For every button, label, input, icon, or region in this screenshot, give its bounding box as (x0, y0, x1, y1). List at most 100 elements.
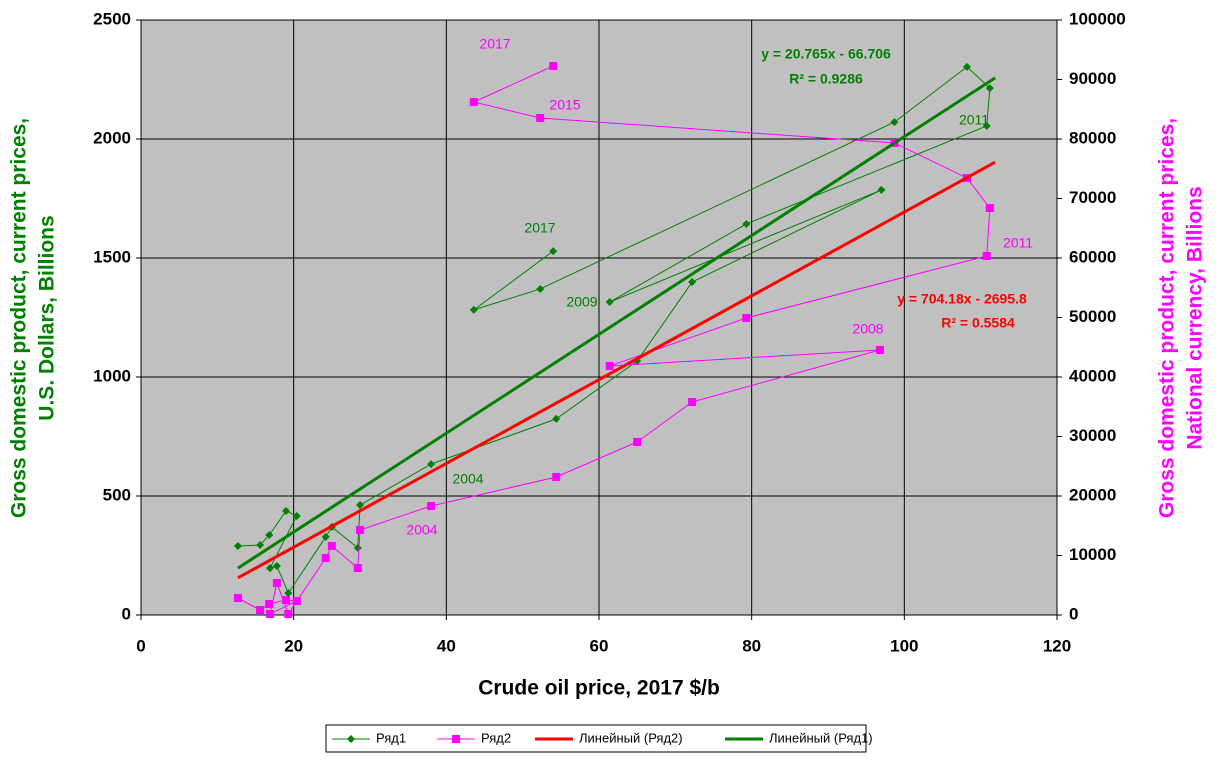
y2-tick-label: 80000 (1069, 128, 1116, 147)
annotation: 2008 (852, 321, 883, 337)
r-squared: R² = 0.5584 (941, 315, 1015, 331)
point (985, 84, 994, 93)
y2-tick-label: 100000 (1069, 9, 1126, 28)
point (265, 531, 274, 540)
y2-axis-label: National currency, Billions (1184, 186, 1207, 449)
equation: y = 20.765x - 66.706 (761, 46, 891, 62)
point (266, 564, 275, 573)
y-axis-label: Gross domestic product, current prices, (8, 118, 31, 518)
point (356, 501, 365, 510)
trend-line (237, 76, 996, 570)
annotation: 2004 (452, 471, 483, 487)
y2-tick-label: 60000 (1069, 247, 1116, 266)
legend-label: Линейный (Ряд2) (579, 730, 683, 745)
point (272, 578, 281, 587)
annotation: 2004 (406, 522, 437, 538)
y2-tick-label: 10000 (1069, 545, 1116, 564)
legend-marker (347, 735, 355, 743)
x-tick-label: 120 (1043, 636, 1071, 655)
point (633, 437, 642, 446)
x-tick-label: 40 (437, 636, 456, 655)
equation: y = 704.18x - 2695.8 (897, 291, 1027, 307)
legend-box (325, 724, 867, 753)
y2-tick-label: 0 (1069, 604, 1078, 623)
point (256, 606, 265, 615)
y-tick-label: 2000 (93, 128, 131, 147)
point (877, 185, 886, 194)
series-line (237, 65, 991, 616)
point (284, 589, 293, 598)
y2-tick-label: 90000 (1069, 69, 1116, 88)
point (890, 118, 899, 127)
point (469, 97, 478, 106)
annotation: 2011 (1003, 235, 1033, 251)
r-squared: R² = 0.9286 (789, 71, 863, 87)
trend-line (237, 160, 996, 580)
point (469, 305, 478, 314)
point (272, 561, 281, 570)
point (962, 62, 971, 71)
point (353, 543, 362, 552)
point (233, 541, 242, 550)
annotation: 2015 (549, 97, 580, 113)
point (427, 501, 436, 510)
point (549, 247, 558, 256)
point (327, 541, 336, 550)
x-axis-label: Crude oil price, 2017 $/b (478, 677, 720, 700)
point (266, 609, 275, 618)
point (982, 251, 991, 260)
point (549, 61, 558, 70)
legend-marker (452, 735, 460, 743)
point (321, 532, 330, 541)
legend-label: Ряд2 (481, 730, 511, 745)
point (742, 313, 751, 322)
point (536, 113, 545, 122)
y-tick-label: 500 (103, 485, 131, 504)
point (265, 599, 274, 608)
point (233, 594, 242, 603)
point (356, 525, 365, 534)
point (688, 397, 697, 406)
y2-tick-label: 70000 (1069, 188, 1116, 207)
point (292, 597, 301, 606)
point (282, 596, 291, 605)
point (552, 473, 561, 482)
annotation: 2011 (959, 112, 989, 128)
y2-axis-label: Gross domestic product, current prices, (1156, 118, 1179, 518)
point (688, 278, 697, 287)
point (321, 553, 330, 562)
legend-label: Ряд1 (376, 730, 406, 745)
point (282, 506, 291, 515)
point (552, 414, 561, 423)
point (292, 511, 301, 520)
y-axis-label: U.S. Dollars, Billions (36, 215, 59, 420)
annotation: 2017 (524, 220, 555, 236)
y2-tick-label: 40000 (1069, 366, 1116, 385)
annotation: 2017 (479, 36, 510, 52)
point (742, 219, 751, 228)
y-tick-label: 1500 (93, 247, 131, 266)
x-tick-label: 20 (284, 636, 303, 655)
point (256, 541, 265, 550)
y2-tick-label: 30000 (1069, 426, 1116, 445)
point (427, 460, 436, 469)
x-tick-label: 0 (136, 636, 145, 655)
series-line (237, 66, 991, 595)
legend-label: Линейный (Ряд1) (769, 730, 873, 745)
y2-tick-label: 20000 (1069, 485, 1116, 504)
y-tick-label: 2500 (93, 9, 131, 28)
point (875, 345, 884, 354)
x-tick-label: 80 (742, 636, 761, 655)
point (284, 609, 293, 618)
point (536, 284, 545, 293)
point (982, 121, 991, 130)
point (353, 563, 362, 572)
legend: Ряд1 Ряд2 Линейный (Ряд2) Линейный (Ряд1) (325, 724, 873, 753)
x-tick-label: 100 (890, 636, 918, 655)
y-tick-label: 0 (122, 604, 131, 623)
y2-tick-label: 50000 (1069, 307, 1116, 326)
y-tick-label: 1000 (93, 366, 131, 385)
annotation: 2009 (566, 294, 597, 310)
point (605, 361, 614, 370)
